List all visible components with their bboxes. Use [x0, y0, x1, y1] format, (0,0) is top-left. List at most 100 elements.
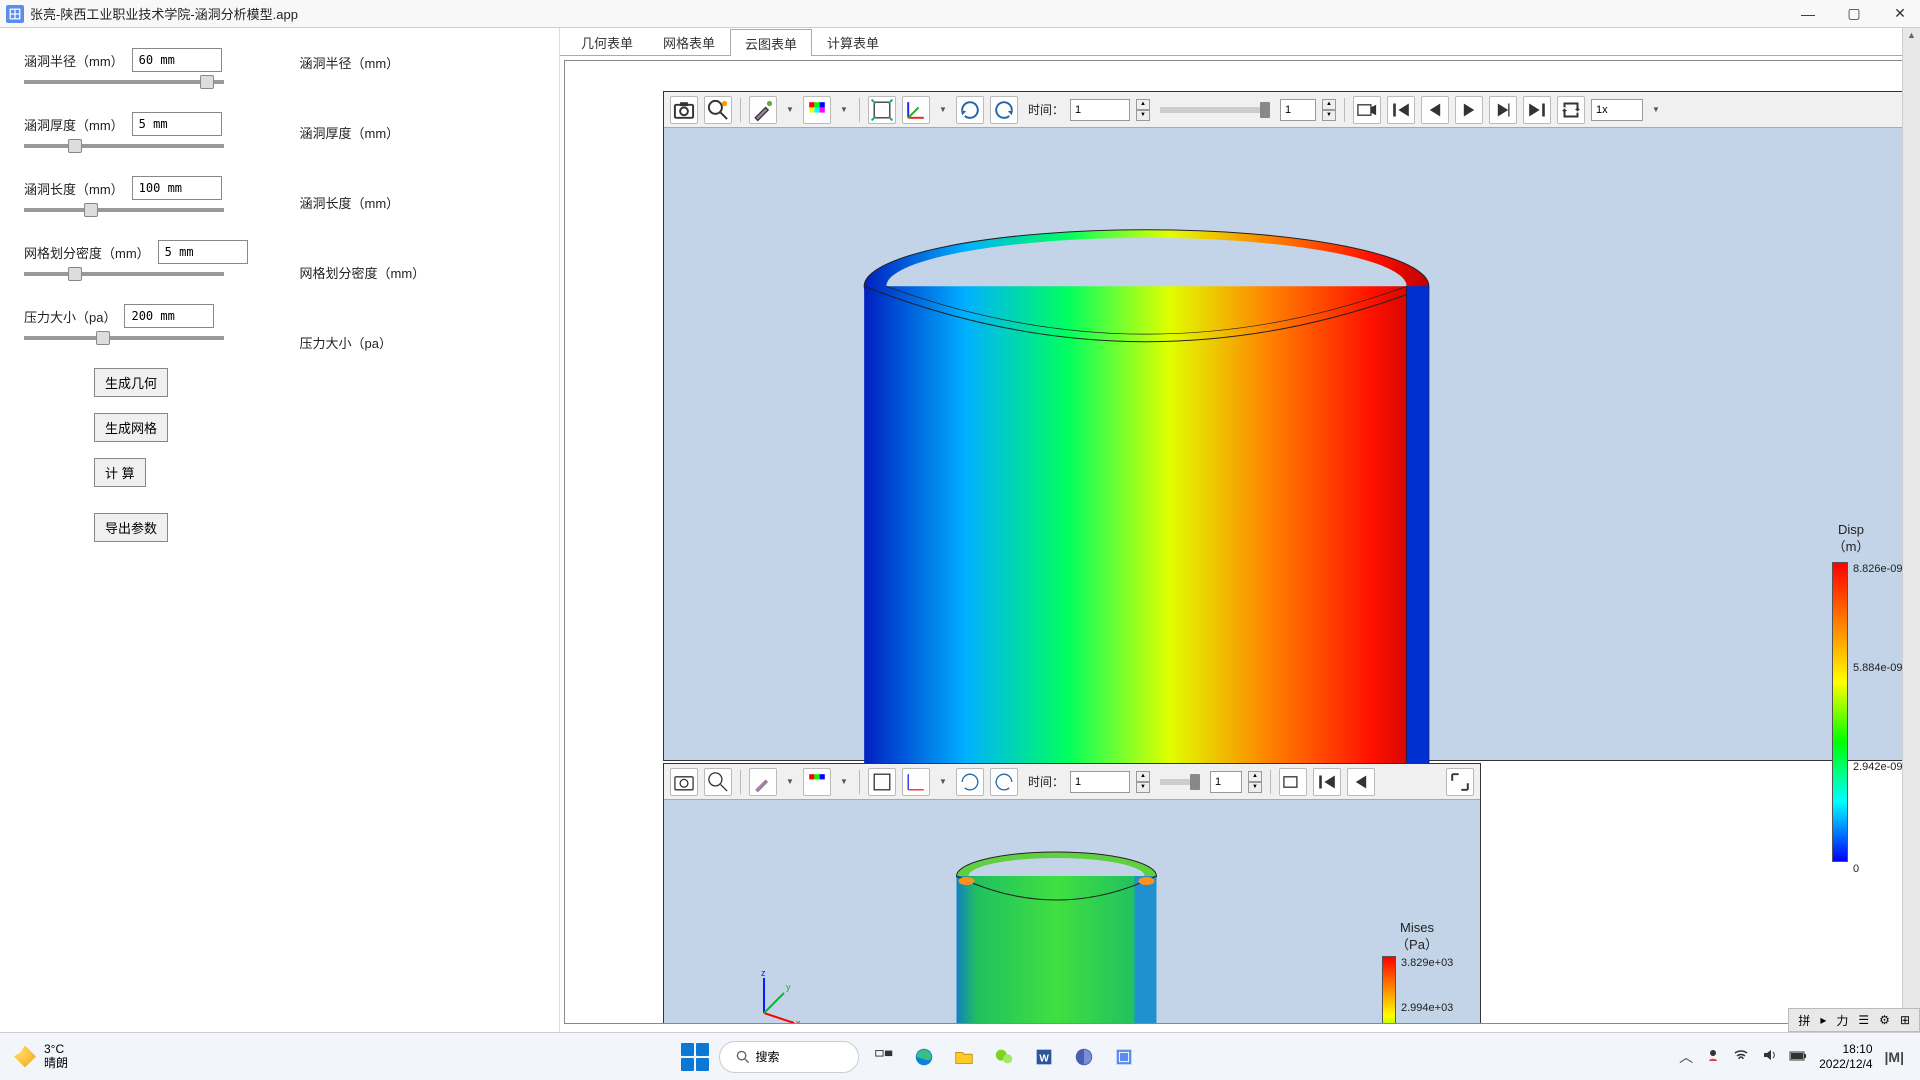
colormap-icon[interactable]: [803, 96, 831, 124]
param-input-2[interactable]: [132, 176, 222, 200]
maximize-button[interactable]: ▢: [1840, 4, 1868, 24]
volume-icon[interactable]: [1761, 1047, 1777, 1066]
select-icon[interactable]: [704, 96, 732, 124]
generate-mesh-button[interactable]: 生成网格: [94, 413, 168, 442]
clock[interactable]: 18:10 2022/12/4: [1819, 1042, 1872, 1071]
record-icon[interactable]: [1279, 768, 1307, 796]
colormap-dropdown[interactable]: ▼: [837, 105, 851, 114]
axis-gizmo: z x y: [744, 968, 804, 1024]
step-up[interactable]: ▲: [1322, 99, 1336, 110]
brush-dropdown[interactable]: ▼: [783, 105, 797, 114]
select-icon[interactable]: [704, 768, 732, 796]
axis-dropdown[interactable]: ▼: [936, 105, 950, 114]
param-input-3[interactable]: [158, 240, 248, 264]
axis-icon[interactable]: [902, 96, 930, 124]
tray-end-icon[interactable]: |M|: [1885, 1049, 1905, 1065]
param-slider-1[interactable]: [24, 144, 224, 148]
viewport-toolbar-bottom: ▼ ▼ ▼ 时间： ▲▼ ▲▼: [664, 764, 1480, 800]
screenshot-icon[interactable]: [670, 768, 698, 796]
param-slider-4[interactable]: [24, 336, 224, 340]
expand-icon[interactable]: [1446, 768, 1474, 796]
tab-bar: 几何表单网格表单云图表单计算表单: [560, 28, 1920, 56]
param-slider-0[interactable]: [24, 80, 224, 84]
time-up[interactable]: ▲: [1136, 99, 1150, 110]
first-icon[interactable]: [1313, 768, 1341, 796]
tab-0[interactable]: 几何表单: [566, 28, 648, 55]
viewport-top[interactable]: ▼ ▼ ▼ 时间： ▲▼ ▲▼: [663, 91, 1907, 761]
tab-2[interactable]: 云图表单: [730, 29, 812, 56]
fit-icon[interactable]: [868, 768, 896, 796]
brush-icon[interactable]: [749, 768, 777, 796]
time-input-bottom[interactable]: [1070, 771, 1130, 793]
speed-dropdown[interactable]: ▼: [1649, 105, 1663, 114]
parameter-panel: 涵洞半径（mm） 涵洞厚度（mm） 涵洞长度（mm） 网格划分密度（mm） 压力…: [0, 28, 560, 1032]
param-label: 涵洞半径（mm）: [24, 51, 124, 70]
step-down[interactable]: ▼: [1322, 110, 1336, 121]
taskbar-search[interactable]: 搜索: [719, 1041, 859, 1073]
colormap-icon[interactable]: [803, 768, 831, 796]
colorbar-mises: Mises （Pa） 3.829e+032.994e+032.159e+03: [1372, 920, 1462, 1024]
rotate2-icon[interactable]: [990, 96, 1018, 124]
time-down[interactable]: ▼: [1136, 110, 1150, 121]
rotate-icon[interactable]: [956, 768, 984, 796]
viewport-toolbar-top: ▼ ▼ ▼ 时间： ▲▼ ▲▼: [664, 92, 1906, 128]
time-slider[interactable]: [1160, 107, 1270, 113]
svg-text:W: W: [1039, 1053, 1049, 1064]
app-icon: [6, 5, 24, 23]
param-input-0[interactable]: [132, 48, 222, 72]
param-label: 涵洞长度（mm）: [24, 179, 124, 198]
prev-icon[interactable]: [1421, 96, 1449, 124]
tray-chevron-icon[interactable]: ︿: [1679, 1047, 1693, 1067]
next-icon[interactable]: [1489, 96, 1517, 124]
param-input-4[interactable]: [124, 304, 214, 328]
param-slider-2[interactable]: [24, 208, 224, 212]
first-icon[interactable]: [1387, 96, 1415, 124]
vertical-scrollbar[interactable]: [1902, 28, 1920, 1032]
last-icon[interactable]: [1523, 96, 1551, 124]
app2-icon[interactable]: [1069, 1042, 1099, 1072]
weather-widget[interactable]: 3°C 晴朗: [0, 1043, 140, 1069]
edge-icon[interactable]: [909, 1042, 939, 1072]
ime-toolbar[interactable]: 拼▸力☰⚙⊞: [1788, 1008, 1920, 1032]
param-slider-3[interactable]: [24, 272, 224, 276]
rotate2-icon[interactable]: [990, 768, 1018, 796]
step-input-bottom[interactable]: [1210, 771, 1242, 793]
compute-button[interactable]: 计 算: [94, 458, 146, 487]
taskview-icon[interactable]: [869, 1042, 899, 1072]
time-slider-bottom[interactable]: [1160, 779, 1200, 785]
param-input-1[interactable]: [132, 112, 222, 136]
prev-icon[interactable]: [1347, 768, 1375, 796]
record-icon[interactable]: [1353, 96, 1381, 124]
rotate-icon[interactable]: [956, 96, 984, 124]
comsol-icon[interactable]: [1109, 1042, 1139, 1072]
word-icon[interactable]: W: [1029, 1042, 1059, 1072]
tray-app-icon[interactable]: [1705, 1047, 1721, 1066]
generate-geometry-button[interactable]: 生成几何: [94, 368, 168, 397]
play-icon[interactable]: [1455, 96, 1483, 124]
brush-icon[interactable]: [749, 96, 777, 124]
screenshot-icon[interactable]: [670, 96, 698, 124]
fit-icon[interactable]: [868, 96, 896, 124]
svg-text:y: y: [786, 982, 791, 992]
explorer-icon[interactable]: [949, 1042, 979, 1072]
speed-input[interactable]: [1591, 99, 1643, 121]
param-label-readonly: 涵洞长度（mm）: [300, 193, 400, 212]
param-label: 压力大小（pa）: [24, 307, 116, 326]
tab-1[interactable]: 网格表单: [648, 28, 730, 55]
battery-icon[interactable]: [1789, 1049, 1807, 1065]
wechat-icon[interactable]: [989, 1042, 1019, 1072]
viewport-bottom[interactable]: ▼ ▼ ▼ 时间： ▲▼ ▲▼: [663, 763, 1481, 1024]
export-params-button[interactable]: 导出参数: [94, 513, 168, 542]
param-label: 网格划分密度（mm）: [24, 243, 150, 262]
minimize-button[interactable]: —: [1794, 4, 1822, 24]
svg-text:x: x: [796, 1018, 801, 1024]
axis-icon[interactable]: [902, 768, 930, 796]
close-button[interactable]: ✕: [1886, 4, 1914, 24]
loop-icon[interactable]: [1557, 96, 1585, 124]
time-input[interactable]: [1070, 99, 1130, 121]
wifi-icon[interactable]: [1733, 1047, 1749, 1066]
start-button[interactable]: [681, 1043, 709, 1071]
titlebar: 张亮-陕西工业职业技术学院-涵洞分析模型.app — ▢ ✕: [0, 0, 1920, 28]
step-input[interactable]: [1280, 99, 1316, 121]
tab-3[interactable]: 计算表单: [812, 28, 894, 55]
